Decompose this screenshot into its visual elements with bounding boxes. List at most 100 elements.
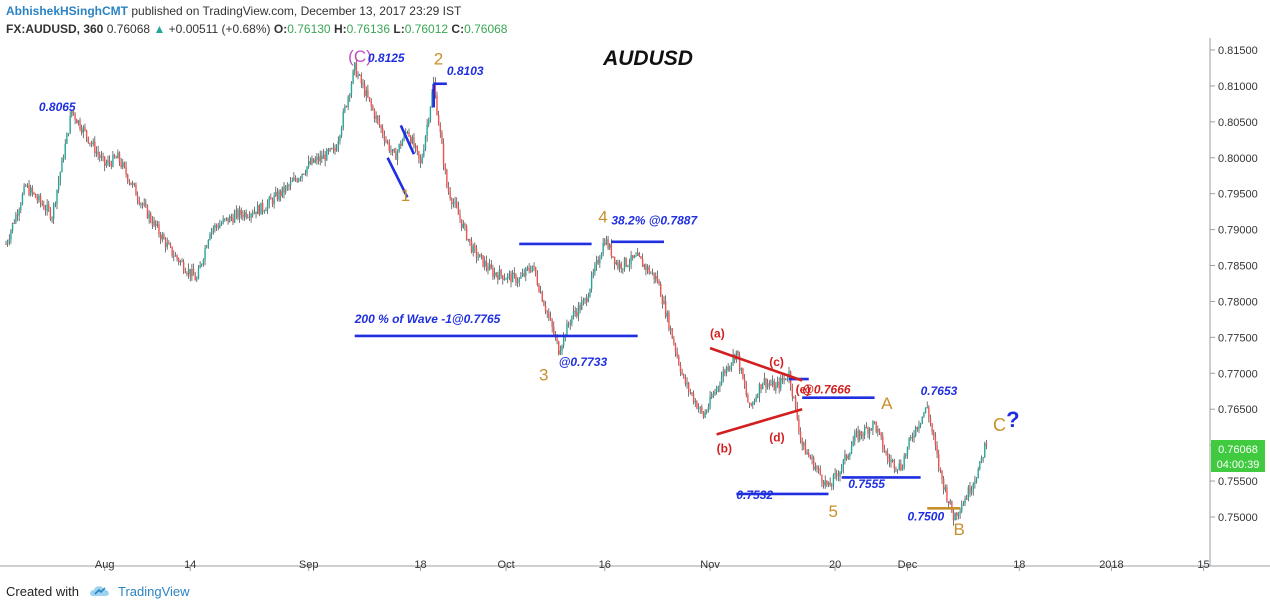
chart-header: AbhishekHSinghCMT published on TradingVi… (0, 0, 1270, 42)
x-tick-label: Aug (95, 559, 115, 571)
candle-body (154, 220, 157, 226)
candle-body (812, 457, 815, 470)
annotation-label: 0.8103 (447, 64, 484, 78)
candle-body (309, 161, 312, 165)
candle-body (911, 437, 914, 439)
drawings (354, 82, 961, 510)
trend-line (709, 346, 803, 382)
annotation-label: (b) (717, 441, 732, 455)
candle-body (400, 144, 402, 146)
candle-body (227, 217, 229, 223)
candle-body (199, 265, 201, 269)
tradingview-link[interactable]: TradingView (118, 584, 190, 599)
candle-body (516, 282, 519, 284)
candle-body (936, 445, 938, 454)
candle-body (428, 119, 430, 125)
candle-body (355, 62, 358, 77)
candle-body (409, 136, 412, 144)
candle-body (625, 257, 627, 267)
candle-body (296, 179, 298, 182)
candle-body (312, 158, 315, 163)
candle-body (910, 437, 912, 439)
candle-body (230, 216, 233, 218)
candle-body (319, 155, 321, 162)
y-tick-label: 0.75000 (1218, 512, 1258, 524)
candle-body (229, 216, 231, 223)
annotation-label: 0.7653 (921, 384, 958, 398)
candle-body (339, 135, 341, 142)
candle-body (660, 283, 662, 297)
candle-body (105, 163, 108, 166)
candle-body (916, 426, 919, 430)
candle-body (11, 223, 14, 231)
candle-body (707, 406, 710, 411)
candle-body (832, 475, 835, 486)
candle-body (635, 255, 637, 257)
candle-body (849, 453, 851, 457)
candle-body (256, 205, 259, 215)
candle-body (683, 374, 685, 377)
candle-body (146, 205, 149, 219)
candle-body (483, 260, 486, 267)
candle-body (699, 407, 701, 409)
candle-body (803, 442, 805, 446)
trend-line (399, 124, 416, 155)
candle-body (523, 273, 525, 276)
candle-body (809, 455, 812, 460)
candle-body (61, 158, 63, 173)
author-link[interactable]: AbhishekHSinghCMT (6, 4, 128, 18)
candle-body (579, 305, 581, 310)
candle-body (641, 258, 644, 267)
candle-body (816, 466, 818, 469)
candle-body (457, 207, 460, 215)
candle-body (87, 136, 89, 143)
x-tick-label: Sep (299, 559, 319, 571)
candle-body (456, 201, 458, 208)
candle-body (883, 448, 886, 452)
candle-body (882, 436, 884, 449)
candle-body (799, 431, 802, 438)
candle-body (574, 310, 576, 313)
candle-body (286, 185, 288, 187)
candle-body (780, 378, 782, 389)
candle-body (459, 214, 461, 220)
candle-body (559, 350, 562, 355)
candle-body (248, 216, 251, 218)
candle-body (33, 192, 35, 194)
candle-body (748, 402, 751, 404)
candle-body (426, 124, 428, 137)
candle-body (543, 301, 545, 306)
candle-body (442, 143, 445, 166)
candle-body (487, 267, 489, 271)
chart-title: AUDUSD (602, 47, 693, 70)
candle-body (875, 421, 877, 432)
candle-body (974, 481, 976, 484)
candle-body (500, 269, 502, 276)
candle-body (358, 74, 361, 76)
candle-body (905, 454, 907, 457)
candle-body (814, 466, 817, 470)
candle-body (311, 158, 313, 165)
candle-body (587, 296, 590, 302)
candle-body (706, 410, 708, 413)
candle-body (600, 253, 603, 260)
candle-body (584, 298, 586, 300)
candle-body (44, 209, 47, 211)
candle-body (64, 143, 66, 159)
candle-body (898, 463, 900, 470)
candle-body (673, 338, 675, 345)
candle-body (436, 95, 438, 115)
candle-body (604, 242, 606, 245)
candle-body (67, 133, 70, 135)
candle-body (669, 328, 672, 330)
candle-body (48, 204, 50, 209)
candle-body (332, 147, 335, 149)
candle-body (281, 186, 284, 197)
candle-body (429, 106, 432, 120)
y-tick-label: 0.80000 (1218, 153, 1258, 165)
annotations: (C)0.8125 2 0.8103 0.8065 1 4 38.2% @0.7887 200… (39, 47, 1020, 539)
candle-body (870, 428, 872, 430)
candle-body (145, 203, 147, 206)
candle-body (233, 213, 236, 223)
